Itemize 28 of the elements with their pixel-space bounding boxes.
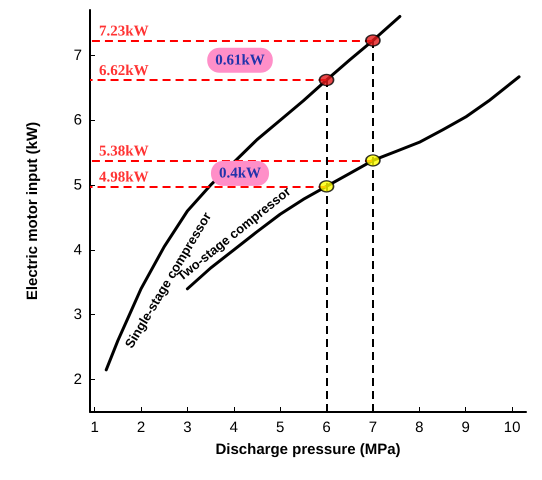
x-tick-label: 2 bbox=[136, 419, 146, 436]
y-tick-label: 2 bbox=[74, 371, 82, 388]
point bbox=[318, 74, 334, 86]
y-tick-label: 3 bbox=[74, 306, 82, 324]
x-tick-label: 3 bbox=[183, 419, 192, 436]
point bbox=[365, 34, 381, 47]
y-tick-label: 6 bbox=[74, 112, 82, 129]
x-tick-label: 5 bbox=[276, 419, 284, 436]
x-tick-label: 8 bbox=[415, 419, 424, 436]
x-axis-title: Discharge pressure (MPa) bbox=[215, 441, 401, 458]
point bbox=[318, 180, 334, 193]
x-tick-label: 6 bbox=[322, 419, 331, 436]
x-tick-label: 1 bbox=[90, 419, 99, 436]
annotation: 0.61kW bbox=[215, 52, 265, 68]
x-tick-label: 9 bbox=[462, 419, 470, 436]
annotation: 0.4kW bbox=[218, 165, 262, 182]
ref-line-label: 4.98kW bbox=[99, 169, 149, 186]
ref-line-label: 7.23kW bbox=[99, 23, 149, 40]
x-tick-label: 4 bbox=[230, 419, 238, 436]
x-tick-label: 10 bbox=[504, 419, 520, 436]
y-tick-label: 5 bbox=[74, 176, 82, 194]
ref-line-label: 5.38kW bbox=[99, 143, 149, 160]
y-tick-label: 4 bbox=[74, 241, 82, 258]
point bbox=[365, 154, 381, 167]
ref-line-label: 6.62kW bbox=[99, 63, 149, 80]
y-axis-title: Electric motor input (kW) bbox=[24, 122, 41, 300]
y-tick-label: 7 bbox=[74, 46, 82, 64]
x-tick-label: 7 bbox=[368, 419, 378, 436]
